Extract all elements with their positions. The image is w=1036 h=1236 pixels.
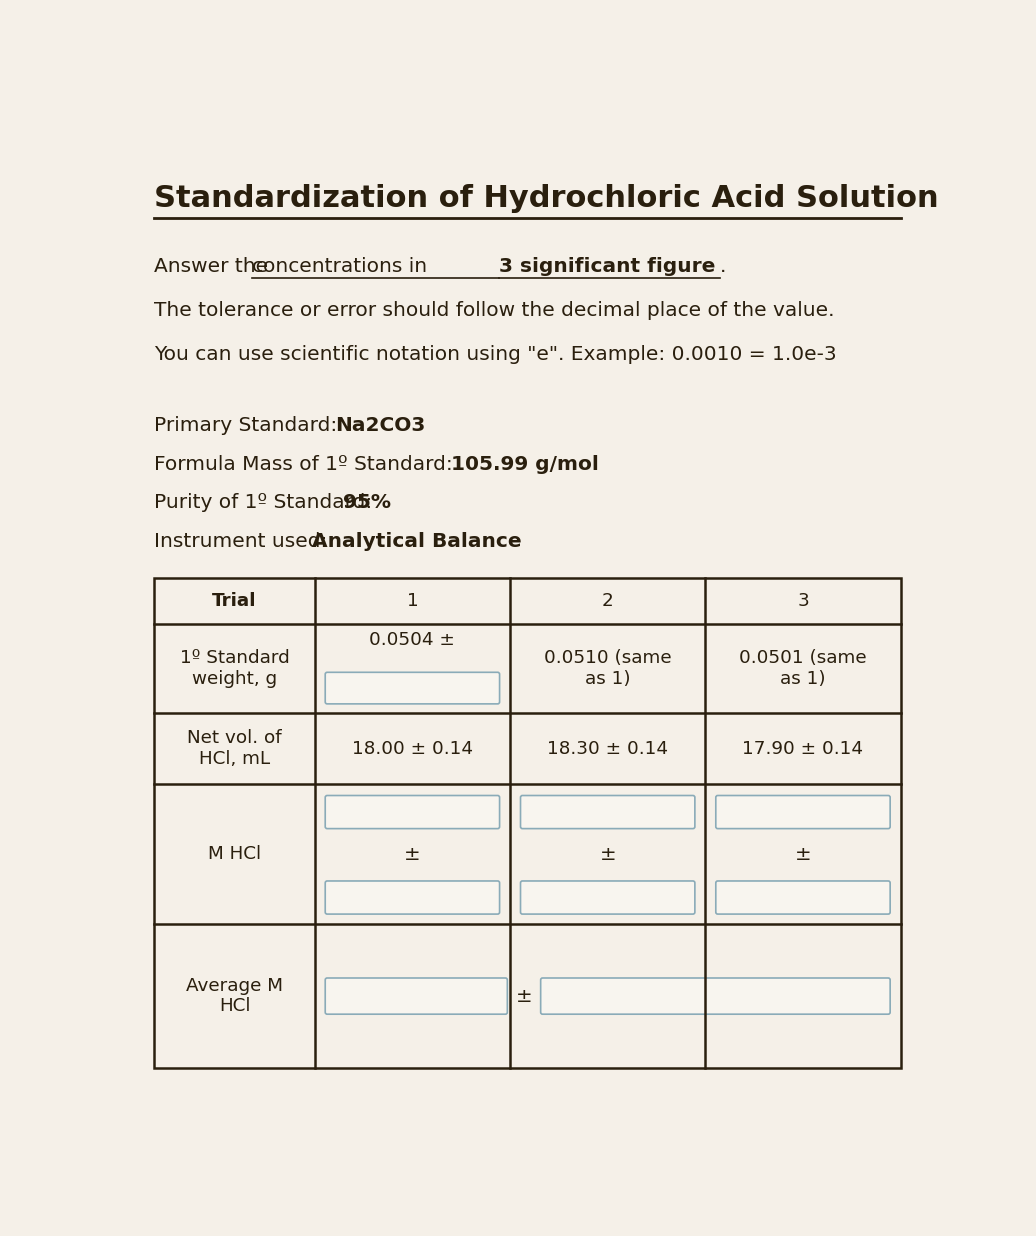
Text: 18.00 ± 0.14: 18.00 ± 0.14	[352, 739, 472, 758]
Text: 95%: 95%	[343, 493, 391, 512]
Text: Analytical Balance: Analytical Balance	[312, 531, 521, 551]
Text: 105.99 g/mol: 105.99 g/mol	[451, 455, 599, 473]
Text: The tolerance or error should follow the decimal place of the value.: The tolerance or error should follow the…	[154, 300, 835, 320]
Text: M HCl: M HCl	[208, 845, 261, 864]
Text: 3: 3	[797, 592, 809, 611]
Text: Primary Standard:: Primary Standard:	[154, 417, 344, 435]
Text: Standardization of Hydrochloric Acid Solution: Standardization of Hydrochloric Acid Sol…	[154, 184, 939, 213]
Text: 0.0504 ±: 0.0504 ±	[370, 630, 456, 649]
Text: 18.30 ± 0.14: 18.30 ± 0.14	[547, 739, 668, 758]
Text: 3 significant figure: 3 significant figure	[499, 257, 716, 276]
Text: concentrations in: concentrations in	[252, 257, 433, 276]
FancyBboxPatch shape	[325, 978, 508, 1015]
Text: ±: ±	[404, 845, 421, 864]
FancyBboxPatch shape	[325, 796, 499, 828]
Text: Formula Mass of 1º Standard:: Formula Mass of 1º Standard:	[154, 455, 459, 473]
Text: ±: ±	[795, 845, 811, 864]
FancyBboxPatch shape	[325, 672, 499, 703]
Text: ±: ±	[600, 845, 616, 864]
Text: Net vol. of
HCl, mL: Net vol. of HCl, mL	[188, 729, 282, 768]
Text: 1: 1	[406, 592, 419, 611]
Text: 0.0501 (same
as 1): 0.0501 (same as 1)	[739, 649, 867, 688]
FancyBboxPatch shape	[520, 881, 695, 915]
Text: 2: 2	[602, 592, 613, 611]
Text: Na2CO3: Na2CO3	[335, 417, 425, 435]
Text: You can use scientific notation using "e". Example: 0.0010 = 1.0e-3: You can use scientific notation using "e…	[154, 345, 837, 365]
Text: .: .	[720, 257, 726, 276]
Text: ±: ±	[516, 986, 533, 1006]
FancyBboxPatch shape	[541, 978, 890, 1015]
Text: Purity of 1º Standard:: Purity of 1º Standard:	[154, 493, 379, 512]
FancyBboxPatch shape	[325, 881, 499, 915]
Text: 17.90 ± 0.14: 17.90 ± 0.14	[743, 739, 863, 758]
Bar	[154, 578, 900, 1068]
Text: Average M
HCl: Average M HCl	[186, 976, 283, 1016]
FancyBboxPatch shape	[716, 796, 890, 828]
Text: Trial: Trial	[212, 592, 257, 611]
Text: Answer the: Answer the	[154, 257, 275, 276]
Text: 1º Standard
weight, g: 1º Standard weight, g	[179, 649, 289, 688]
FancyBboxPatch shape	[520, 796, 695, 828]
FancyBboxPatch shape	[716, 881, 890, 915]
Text: Instrument used:: Instrument used:	[154, 531, 334, 551]
Text: 0.0510 (same
as 1): 0.0510 (same as 1)	[544, 649, 671, 688]
